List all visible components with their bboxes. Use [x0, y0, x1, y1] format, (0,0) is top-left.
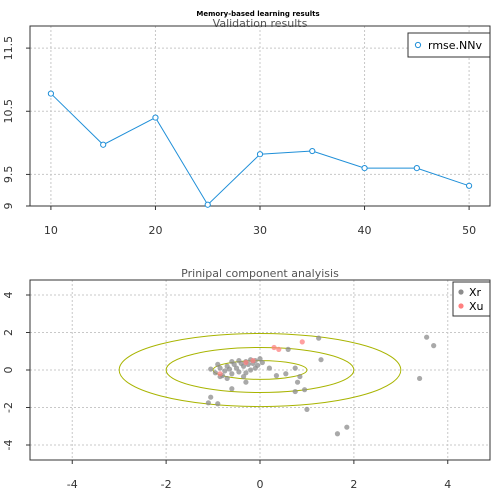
data-point — [204, 201, 211, 208]
legend-marker-xr — [458, 289, 464, 295]
data-point-xr — [266, 365, 272, 371]
data-point-xr — [215, 361, 221, 367]
data-point — [361, 165, 368, 172]
data-point-xu — [299, 339, 305, 345]
data-point-xr — [416, 375, 423, 382]
data-point-xr — [226, 366, 233, 372]
data-point-xr — [344, 424, 350, 430]
validation-title: Validation results — [213, 17, 308, 30]
data-point — [100, 141, 107, 148]
data-point-xr — [424, 334, 430, 340]
figure-title: Memory-based learning results — [196, 10, 319, 18]
x-tick-label: 50 — [462, 224, 476, 237]
x-tick-label: 0 — [257, 478, 264, 491]
pca-chart: Prinipal component analyisis -4 -2 0 2 4 -4 -2 0… — [2, 267, 491, 491]
data-point-xr — [294, 379, 301, 385]
data-point-xr — [292, 388, 298, 395]
y-tick-label: 10.5 — [2, 99, 15, 124]
x-tick-label: 40 — [358, 224, 372, 237]
data-point — [413, 165, 420, 172]
data-point-xr — [243, 370, 249, 376]
validation-chart: Validation results 10 20 30 40 50 9 9.5 10.5 11.5… — [2, 17, 491, 237]
y-tick-label: 2 — [2, 329, 15, 336]
x-tick-label: 2 — [350, 478, 357, 491]
data-point-xr — [215, 401, 221, 407]
confidence-ellipse-2 — [165, 347, 355, 393]
x-tick-label: -4 — [67, 478, 78, 491]
y-tick-label: -4 — [2, 440, 15, 451]
data-point-xr — [301, 387, 308, 393]
legend-label-xu: Xu — [469, 300, 484, 313]
data-point-xu — [271, 344, 277, 351]
data-point — [47, 90, 55, 97]
y-tick-label: 0 — [2, 367, 15, 374]
data-point-xr — [208, 366, 214, 372]
data-point-xr — [316, 335, 322, 341]
legend-marker-xu — [458, 303, 464, 309]
data-point — [309, 147, 316, 155]
x-tick-label: 30 — [253, 224, 267, 237]
data-point-xu — [217, 371, 223, 377]
y-tick-label: 4 — [2, 292, 15, 299]
data-point-xr — [297, 373, 303, 380]
legend-box — [407, 32, 491, 58]
data-point — [152, 114, 159, 121]
data-point-xr — [431, 343, 437, 349]
data-point-xr — [248, 367, 254, 373]
data-point-xr — [205, 400, 211, 406]
data-point-xr — [229, 386, 235, 392]
confidence-ellipse-3 — [118, 332, 402, 408]
x-tick-label: 4 — [444, 478, 451, 491]
legend-marker-rmse — [414, 41, 422, 49]
y-tick-label: 9.5 — [2, 166, 15, 184]
x-tick-label: 20 — [148, 224, 162, 237]
data-point-xr — [252, 365, 258, 371]
data-point-xr — [236, 358, 242, 364]
data-point-xr — [273, 373, 280, 379]
data-point-xr — [334, 431, 341, 437]
data-point-xr — [257, 356, 263, 362]
data-point-xr — [208, 394, 214, 400]
data-point-xr — [222, 368, 228, 374]
legend-box — [452, 281, 491, 317]
y-tick-label: -2 — [2, 402, 15, 413]
legend-label-xr: Xr — [469, 286, 482, 299]
data-point-xu — [243, 359, 249, 366]
data-point-xr — [217, 365, 223, 371]
data-point — [465, 182, 473, 189]
data-point-xu — [276, 346, 282, 352]
pca-title: Prinipal component analyisis — [181, 267, 339, 280]
data-point-xr — [259, 359, 265, 366]
data-point-xr — [212, 370, 219, 376]
data-point-xr — [240, 363, 247, 369]
data-point-xr — [224, 375, 230, 382]
data-point-xr — [285, 346, 291, 352]
data-point-xr — [243, 379, 249, 385]
data-point — [256, 151, 264, 158]
data-point-xr — [233, 365, 240, 371]
data-point-xr — [229, 371, 235, 377]
data-point-xr — [236, 369, 242, 375]
data-point-xr — [292, 365, 298, 371]
legend-label-rmse: rmse.NNv — [428, 39, 482, 52]
data-point-xr — [240, 373, 247, 380]
data-point-xr — [283, 371, 289, 377]
x-tick-label: 10 — [44, 224, 58, 237]
data-point-xr — [304, 406, 310, 412]
data-point-xu — [250, 358, 256, 364]
x-tick-label: -2 — [161, 478, 172, 491]
data-point-xr — [229, 358, 235, 365]
data-point-xr — [318, 357, 324, 363]
y-tick-label: 11.5 — [2, 36, 15, 61]
y-tick-label: 9 — [2, 203, 15, 210]
